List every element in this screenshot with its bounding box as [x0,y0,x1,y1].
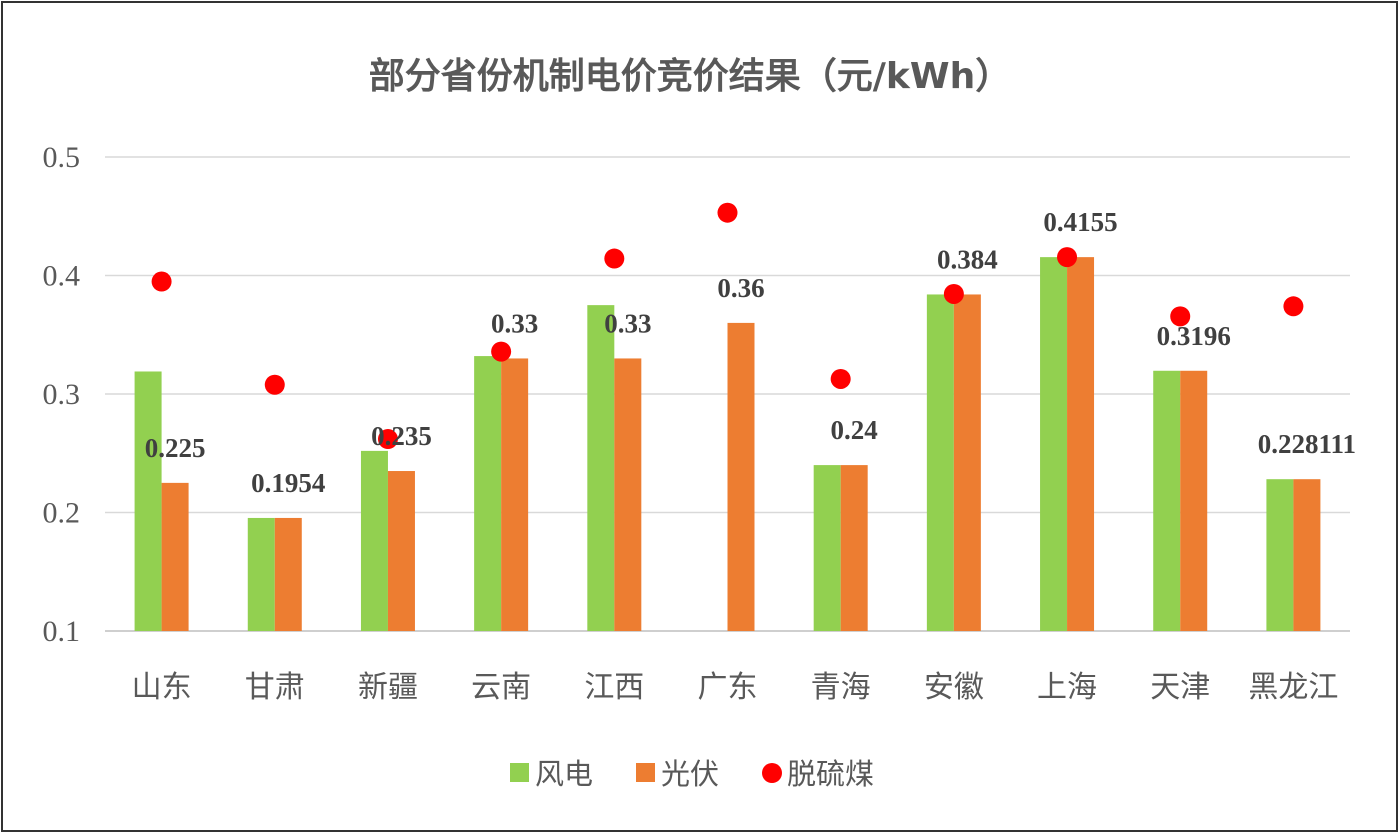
bar-wind [360,450,388,631]
x-tick-label: 黑龙江 [1248,670,1338,705]
point-coal [717,202,738,223]
x-tick-label: 广东 [698,670,758,705]
point-coal [943,283,964,304]
legend-swatch [510,763,529,782]
legend-label: 光伏 [661,757,719,791]
bar-wind [1153,370,1181,631]
bar-wind [926,294,954,631]
bar-wind [474,356,502,631]
x-tick-label: 云南 [471,670,531,705]
bar-solar [727,322,755,631]
y-tick-label: 0.1 [43,615,81,648]
bar-solar [274,517,302,631]
data-label: 0.228111 [1258,429,1356,459]
bar-solar [1180,370,1208,631]
y-tick-label: 0.4 [43,260,81,293]
legend-label: 风电 [535,757,593,791]
x-tick-label: 上海 [1037,670,1097,705]
data-label: 0.384 [937,244,998,274]
point-coal [830,368,851,389]
data-label: 0.225 [145,433,206,463]
bar-solar [161,482,189,631]
bar-solar [1067,257,1095,631]
bar-solar [387,471,415,631]
bar-solar [840,465,868,631]
y-tick-label: 0.3 [43,378,81,411]
data-label: 0.33 [604,308,651,338]
point-coal [1057,247,1078,268]
point-coal [377,429,398,450]
data-label: 0.36 [717,273,764,303]
bar-wind [1040,257,1068,631]
bar-wind [134,371,162,631]
data-label: 0.3196 [1157,321,1231,351]
legend-label: 脱硫煤 [787,757,874,791]
point-coal [1283,296,1304,317]
bar-wind [813,465,841,631]
bar-solar [1293,479,1321,631]
legend-swatch [636,763,655,782]
x-tick-label: 安徽 [924,670,984,705]
x-tick-label: 新疆 [358,670,418,705]
chart-title: 部分省份机制电价竞价结果（元/kWh） [369,56,1011,97]
point-coal [604,248,625,269]
point-coal [151,271,172,292]
x-tick-label: 甘肃 [245,670,305,705]
x-tick-label: 青海 [811,670,871,705]
data-label: 0.24 [831,415,878,445]
x-tick-label: 江西 [584,670,644,705]
legend-marker [762,763,782,783]
bar-solar [953,294,981,631]
bar-solar [501,358,529,631]
x-tick-label: 山东 [132,670,192,705]
data-label: 0.33 [491,308,538,338]
point-coal [491,341,512,362]
y-tick-label: 0.5 [43,141,81,174]
bar-wind [587,305,615,631]
bar-wind [247,517,275,631]
data-label: 0.1954 [251,468,325,498]
point-coal [1170,306,1191,327]
data-label: 0.235 [371,421,432,451]
y-tick-label: 0.2 [43,497,81,530]
bar-wind [1266,479,1294,631]
data-label: 0.4155 [1043,207,1117,237]
point-coal [264,374,285,395]
x-tick-label: 天津 [1150,670,1210,705]
bar-solar [614,358,642,631]
